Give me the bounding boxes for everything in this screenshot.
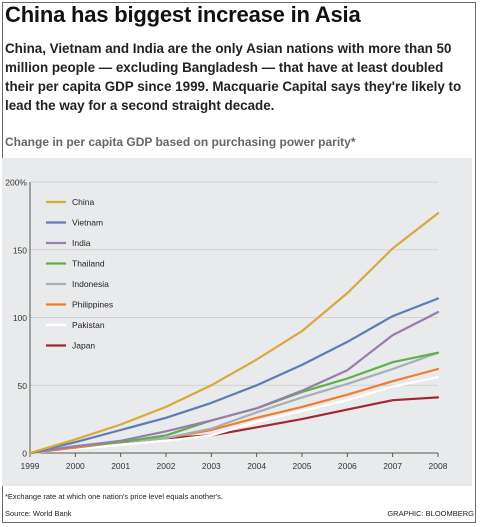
x-tick-label: 2004 — [247, 461, 266, 471]
x-tick-label: 2000 — [66, 461, 85, 471]
chart-subtitle: China, Vietnam and India are the only As… — [5, 41, 462, 113]
series-line-pakistan — [28, 376, 440, 455]
chart-caption: Change in per capita GDP based on purcha… — [5, 135, 356, 149]
legend-label-philippines: Philippines — [72, 300, 113, 310]
x-tick-label: 2008 — [429, 461, 448, 471]
x-tick-label: 2007 — [383, 461, 402, 471]
x-tick-label: 2005 — [293, 461, 312, 471]
line-chart: 0 50 100 150 200% 1999 2000 2001 2002 2003 2004 200… — [5, 178, 448, 472]
chart-title: China has biggest increase in Asia — [5, 2, 361, 27]
series-line-vietnam — [28, 297, 440, 455]
y-tick-label: 100 — [13, 313, 27, 323]
graphic-credit: GRAPHIC: BLOOMBERG — [387, 509, 474, 518]
series-line-india — [28, 311, 440, 455]
legend-label-china: China — [72, 197, 94, 207]
x-tick-label: 1999 — [21, 461, 40, 471]
legend-label-vietnam: Vietnam — [72, 218, 103, 228]
y-tick-label: 150 — [13, 245, 27, 255]
series-line-china — [28, 212, 440, 455]
footnote: *Exchange rate at which one nation's pri… — [5, 492, 223, 501]
legend-label-japan: Japan — [72, 341, 95, 351]
legend-label-india: India — [72, 238, 91, 248]
legend-label-indonesia: Indonesia — [72, 279, 109, 289]
source-note: Source: World Bank — [5, 509, 72, 518]
legend-label-thailand: Thailand — [72, 259, 105, 269]
y-tick-label: 0 — [22, 449, 27, 459]
x-tick-label: 2001 — [111, 461, 130, 471]
y-tick-label: 50 — [18, 381, 28, 391]
series-line-philippines — [28, 367, 440, 455]
chart-panel: 0 50 100 150 200% 1999 2000 2001 2002 2003 2004 200… — [2, 158, 472, 486]
x-tick-label: 2006 — [338, 461, 357, 471]
x-tick-label: 2002 — [157, 461, 176, 471]
x-tick-label: 2003 — [202, 461, 221, 471]
y-tick-label: 200% — [5, 178, 27, 188]
legend-label-pakistan: Pakistan — [72, 320, 105, 330]
